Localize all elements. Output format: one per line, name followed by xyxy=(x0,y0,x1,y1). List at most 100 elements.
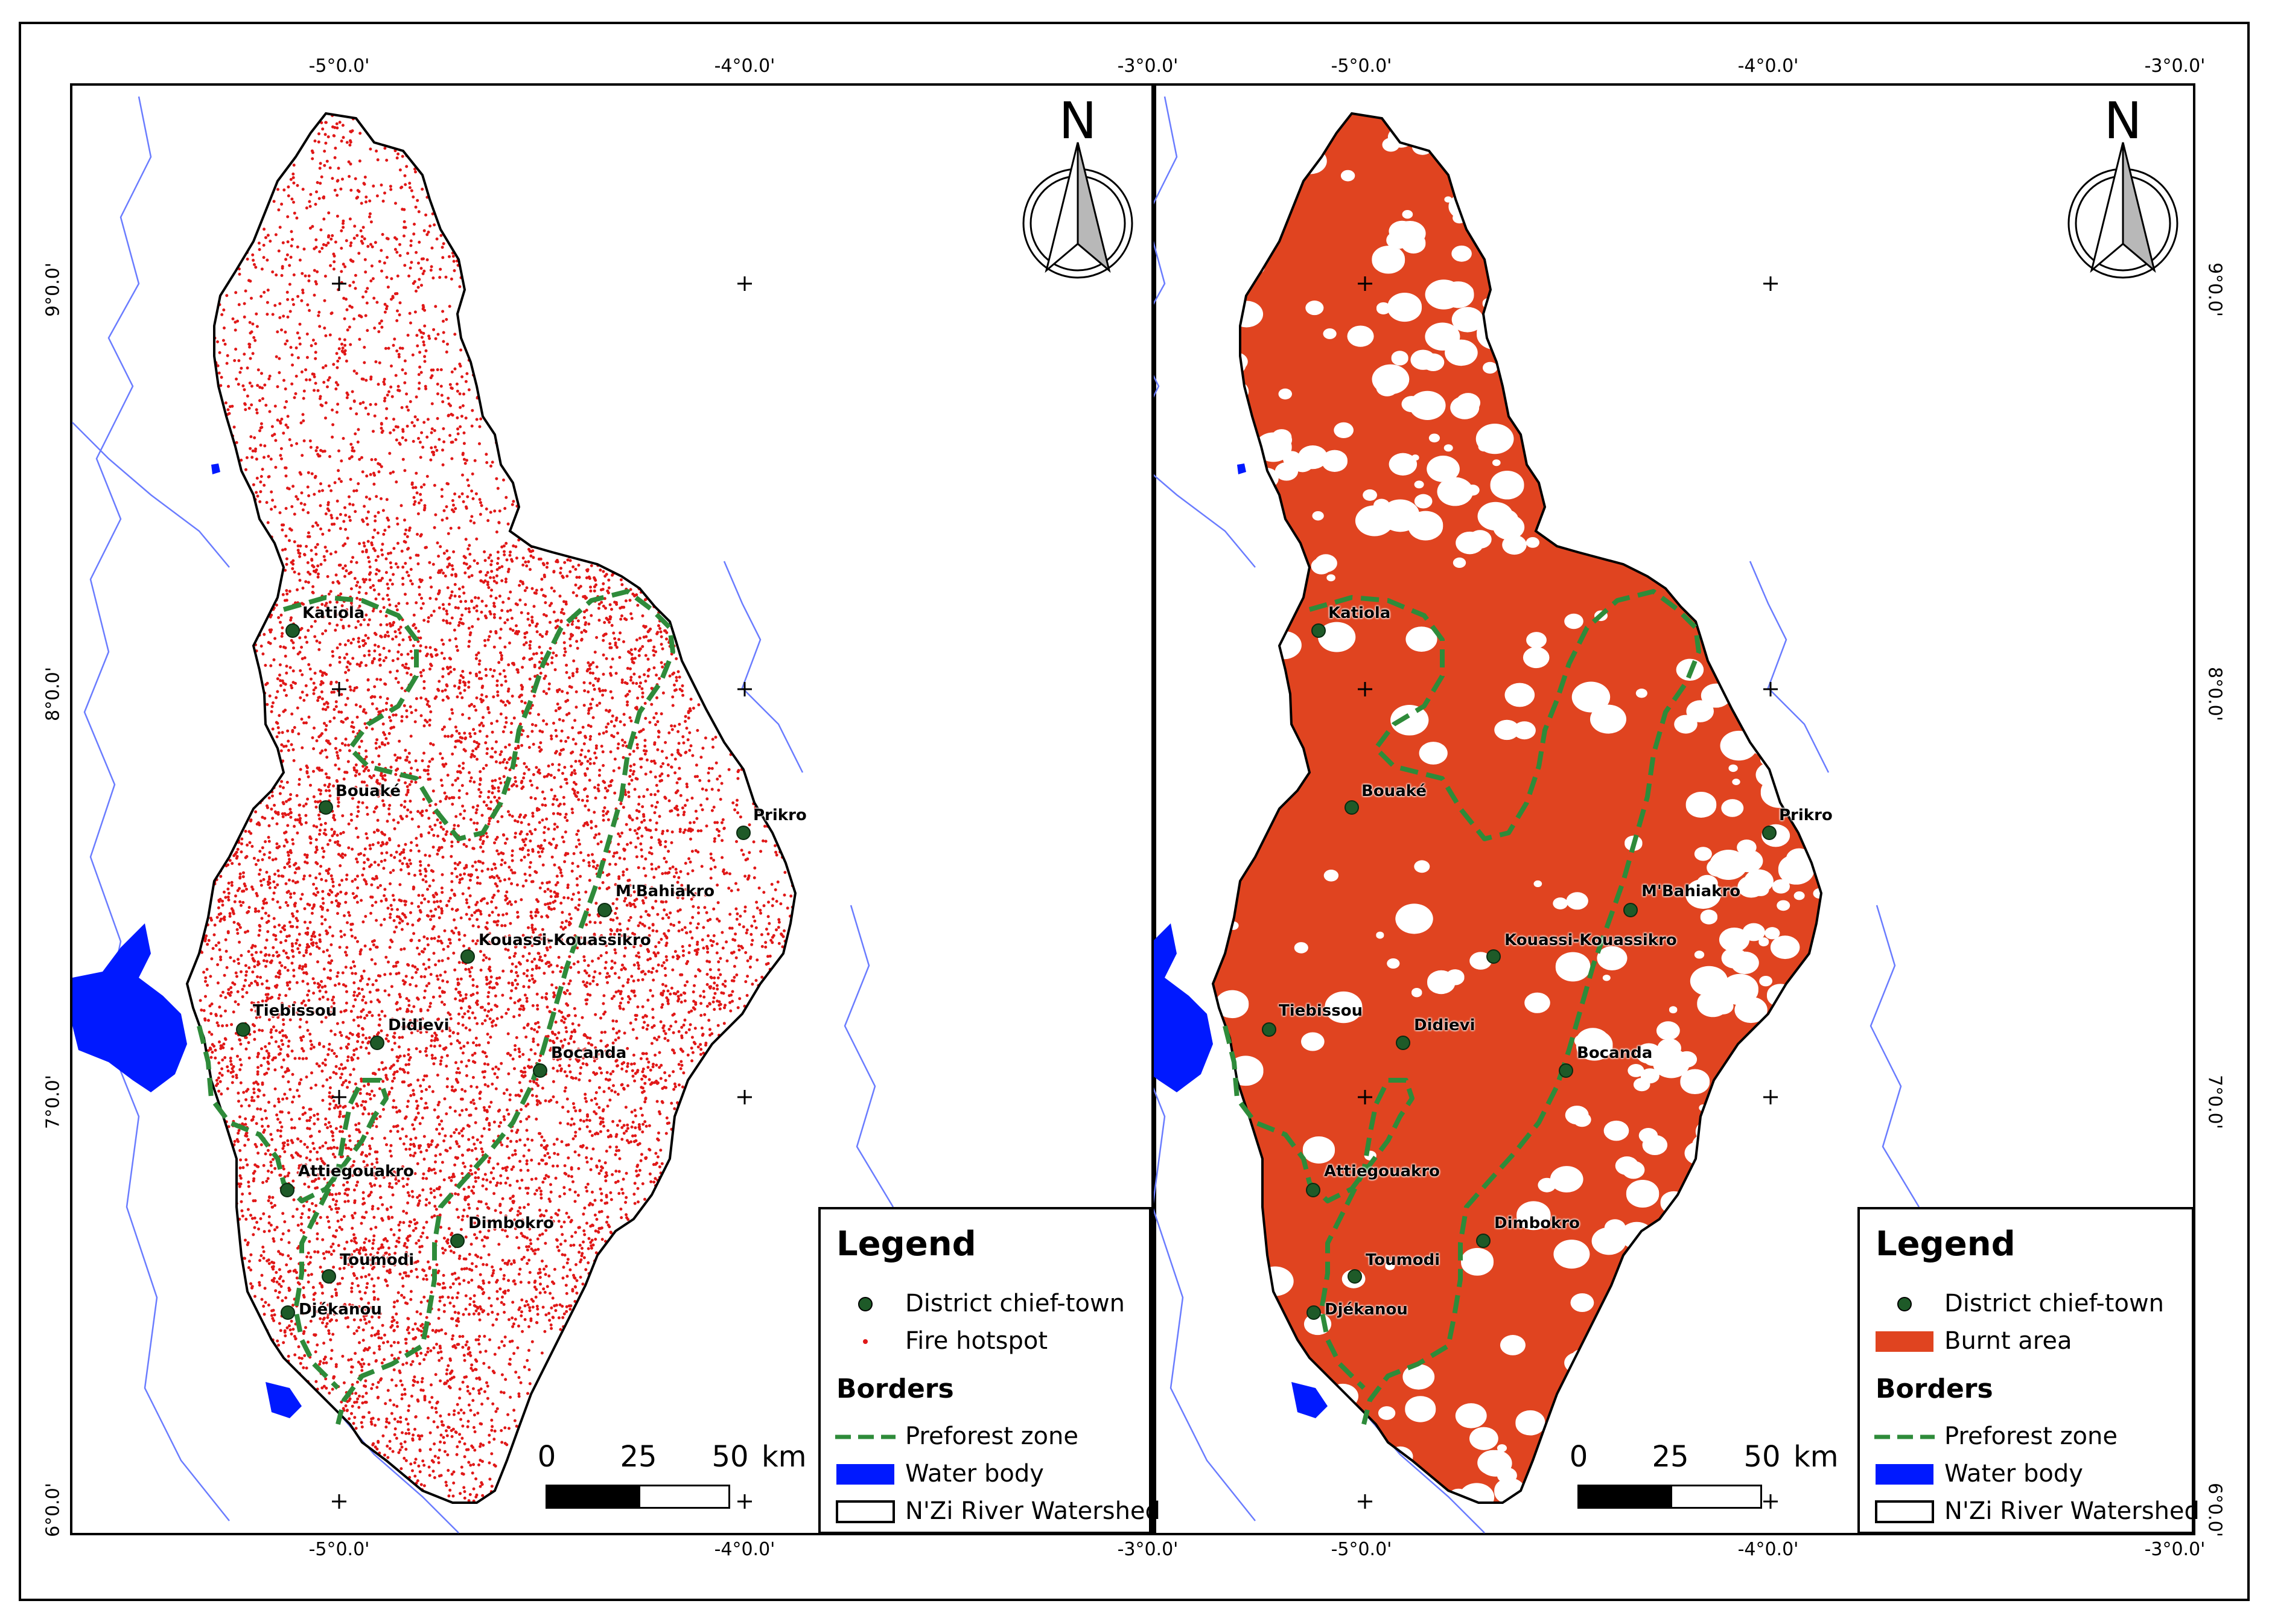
town-label: Toumodi xyxy=(340,1251,415,1269)
graticule-cross xyxy=(332,682,346,696)
town-label: Bocanda xyxy=(1577,1044,1653,1062)
water-body xyxy=(1237,463,1246,474)
town-marker xyxy=(1762,826,1777,840)
preforest-zone-line xyxy=(1223,1025,1415,1390)
lon-label-top-right-1: -5°0.0' xyxy=(1331,56,1392,77)
legend-item-water: Water body xyxy=(1874,1459,2212,1489)
river-line xyxy=(1154,474,1256,568)
graticule-cross xyxy=(737,1090,752,1104)
legend-left: Legend District chief-town Fire hotspot … xyxy=(818,1207,1160,1534)
town-marker xyxy=(1345,800,1359,815)
lon-label-bottom-right-2: -4°0.0' xyxy=(1737,1539,1799,1560)
lat-label-right-3: 7°0.0' xyxy=(2204,1074,2226,1130)
north-letter: N xyxy=(2104,91,2142,150)
legend-item-preforest: Preforest zone xyxy=(835,1422,1173,1452)
town-label: Tiebissou xyxy=(1279,1002,1363,1020)
river-line xyxy=(83,96,230,1521)
scale-segment-black xyxy=(546,1485,641,1509)
scale-tick-25: 25 xyxy=(620,1440,657,1474)
north-arrow-left: N xyxy=(1017,95,1138,288)
graticule-cross xyxy=(737,276,752,291)
graticule-cross xyxy=(737,682,752,696)
lon-label-bottom-right-3: -3°0.0' xyxy=(2144,1539,2206,1560)
town-marker xyxy=(1348,1269,1362,1284)
graticule-cross xyxy=(1358,1494,1372,1509)
town-label: Kouassi-Kouassikro xyxy=(479,931,651,949)
dashed-line-icon xyxy=(835,1435,896,1439)
legend-item-burnt: Burnt area xyxy=(1874,1326,2212,1357)
legend-item-watershed: N'Zi River Watershed xyxy=(1874,1497,2212,1527)
scale-segment-white xyxy=(1670,1485,1762,1509)
town-marker xyxy=(450,1234,465,1248)
water-fill-icon xyxy=(1876,1464,1933,1485)
town-marker xyxy=(322,1269,336,1284)
lat-label-right-1: 9°0.0' xyxy=(2204,262,2226,317)
town-label: M'Bahiakro xyxy=(616,882,715,900)
scale-segment-white xyxy=(638,1485,730,1509)
scale-bar-right: 0 25 50 km xyxy=(1570,1440,1853,1515)
town-label: Bouaké xyxy=(336,782,401,800)
lat-label-left-1: 9°0.0' xyxy=(42,262,64,317)
water-body xyxy=(211,463,220,474)
legend-borders-title: Borders xyxy=(1876,1374,1993,1404)
north-letter: N xyxy=(1058,91,1097,150)
town-label: Didievi xyxy=(1414,1016,1475,1034)
hotspot-dot-icon xyxy=(863,1339,868,1344)
graticule-cross xyxy=(1763,1090,1778,1104)
graticule-cross xyxy=(1358,1090,1372,1104)
town-marker xyxy=(1262,1022,1276,1037)
town-label: Dimbokro xyxy=(1494,1214,1580,1232)
town-marker xyxy=(1396,1036,1410,1050)
scale-tick-0: 0 xyxy=(537,1440,556,1474)
scale-unit: km xyxy=(1793,1440,1839,1474)
scale-tick-50: 50 xyxy=(1743,1440,1781,1474)
town-marker xyxy=(1476,1234,1491,1248)
town-label: Djékanou xyxy=(299,1301,382,1319)
lon-label-bottom-left-3: -3°0.0' xyxy=(1117,1539,1179,1560)
river-line xyxy=(723,561,804,773)
river-line xyxy=(72,422,230,568)
lon-label-bottom-left-2: -4°0.0' xyxy=(714,1539,775,1560)
town-marker xyxy=(1306,1183,1320,1197)
compass-icon xyxy=(1022,142,1133,279)
town-marker xyxy=(736,826,751,840)
town-marker xyxy=(1623,903,1638,917)
town-label: Bocanda xyxy=(551,1044,627,1062)
lon-label-bottom-left-1: -5°0.0' xyxy=(308,1539,370,1560)
dashed-line-icon xyxy=(1874,1435,1935,1439)
preforest-zone-line xyxy=(197,1025,389,1390)
figure-border xyxy=(19,22,2250,1601)
town-label: Didievi xyxy=(388,1016,450,1034)
legend-title: Legend xyxy=(1876,1224,2016,1264)
town-marker xyxy=(1306,1305,1321,1320)
legend-title: Legend xyxy=(836,1224,976,1264)
graticule-cross xyxy=(1358,682,1372,696)
lat-label-left-3: 7°0.0' xyxy=(42,1074,64,1130)
outline-box-icon xyxy=(1875,1500,1934,1523)
lon-label-top-right-2: -4°0.0' xyxy=(1737,56,1799,77)
north-arrow-right: N xyxy=(2063,95,2183,288)
scale-segment-black xyxy=(1577,1485,1673,1509)
town-label: Djékanou xyxy=(1325,1301,1408,1319)
town-dot-icon xyxy=(1897,1297,1912,1311)
scale-tick-0: 0 xyxy=(1569,1440,1588,1474)
town-marker xyxy=(281,1305,295,1320)
town-label: Toumodi xyxy=(1366,1251,1440,1269)
town-label: Prikro xyxy=(753,806,807,824)
water-body xyxy=(72,923,187,1092)
town-marker xyxy=(533,1063,547,1078)
town-marker xyxy=(597,903,612,917)
legend-right: Legend District chief-town Burnt area Bo… xyxy=(1857,1207,2200,1534)
scale-tick-50: 50 xyxy=(711,1440,749,1474)
town-marker xyxy=(1559,1063,1573,1078)
graticule-cross xyxy=(1358,276,1372,291)
graticule-cross xyxy=(1763,682,1778,696)
compass-icon xyxy=(2067,142,2178,279)
river-line xyxy=(844,905,894,1208)
hotspot-dots xyxy=(199,114,794,1503)
legend-item-preforest: Preforest zone xyxy=(1874,1422,2212,1452)
river-line xyxy=(1154,96,1256,1521)
river-line xyxy=(1870,905,1920,1208)
burnt-fill-icon xyxy=(1876,1331,1933,1352)
